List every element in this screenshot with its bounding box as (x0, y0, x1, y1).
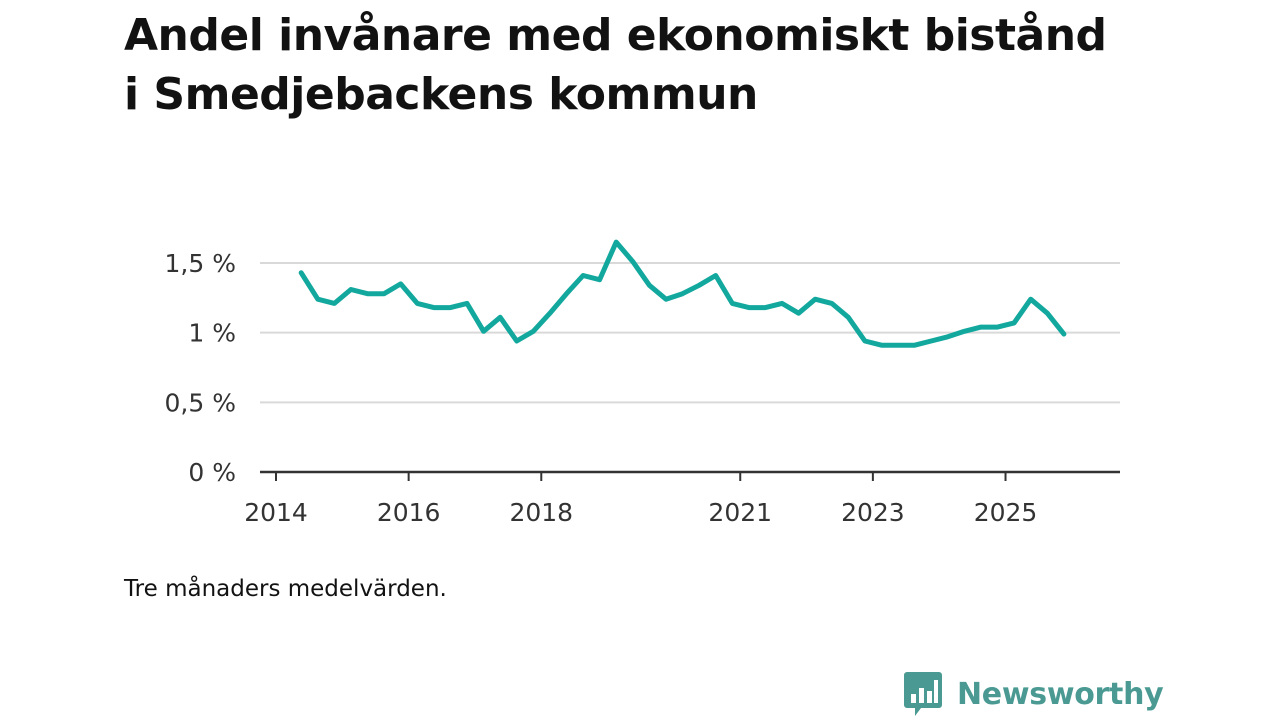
bar-chart-speech-bubble-icon (904, 672, 942, 716)
gridlines (260, 262, 1120, 404)
x-tick-label: 2025 (974, 498, 1038, 527)
x-tick-label: 2016 (377, 498, 441, 527)
x-axis (260, 470, 1120, 481)
y-tick-label: 0,5 % (165, 388, 236, 417)
series (298, 239, 1067, 348)
brand-name: Newsworthy (957, 676, 1164, 712)
chart-footnote: Tre månaders medelvärden. (124, 576, 447, 602)
y-tick-label: 0 % (188, 458, 236, 487)
brand-logo: Newsworthy (903, 670, 1164, 718)
y-axis-tick-labels: 0 % 0,5 % 1 % 1,5 % (165, 249, 236, 487)
y-tick-label: 1 % (188, 319, 236, 348)
x-tick-label: 2021 (708, 498, 772, 527)
x-tick-label: 2014 (244, 498, 308, 527)
series-line (298, 239, 1067, 348)
x-tick-label: 2018 (509, 498, 573, 527)
x-tick-label: 2023 (841, 498, 905, 527)
y-tick-label: 1,5 % (165, 249, 236, 278)
chart-title: Andel invånare med ekonomiskt bistånd i … (124, 10, 1107, 120)
x-axis-tick-labels: 2014 2016 2018 2021 2023 2025 (244, 498, 1037, 527)
line-chart: 0 % 0,5 % 1 % 1,5 % 2014 2016 2018 2021 2023 202… (165, 239, 1120, 527)
